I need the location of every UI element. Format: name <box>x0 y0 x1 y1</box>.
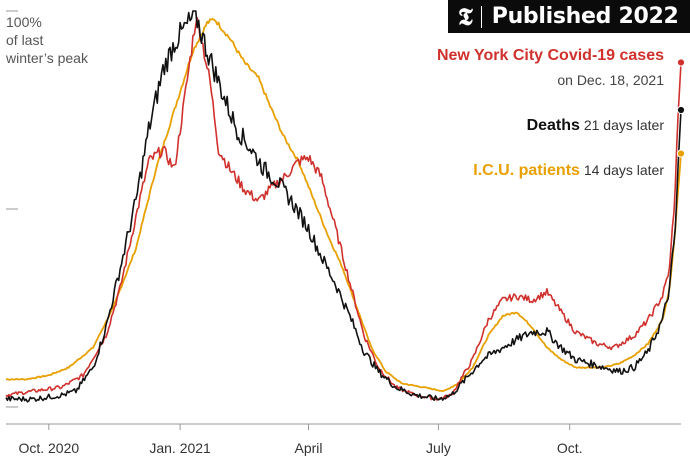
icu-annotation: I.C.U. patients 14 days later <box>473 162 664 180</box>
icu-lag: 14 days later <box>583 162 664 178</box>
cases-title: New York City Covid-19 cases <box>436 47 664 64</box>
x-tick-label: April <box>295 440 323 456</box>
new-york-city-covid-19-cases-endpoint-dot <box>676 58 686 67</box>
icu-title: I.C.U. patients <box>473 162 580 179</box>
published-badge: 𝕿 Published 2022 <box>448 0 690 33</box>
axis-layer <box>6 10 681 430</box>
x-tick-label: Oct. <box>557 440 583 456</box>
i-c-u-patients-endpoint-dot <box>676 149 686 158</box>
x-tick-label: July <box>426 440 451 456</box>
new-york-city-covid-19-cases-line <box>5 17 682 401</box>
cases-annotation: New York City Covid-19 cases <box>437 47 664 65</box>
nyt-logo-icon: 𝕿 <box>458 1 473 31</box>
x-tick-label: Oct. 2020 <box>18 440 79 456</box>
y-axis-label: 100% of last winter’s peak <box>6 14 88 66</box>
deaths-lag: 21 days later <box>583 117 664 133</box>
badge-text: Published 2022 <box>491 4 679 29</box>
deaths-line <box>5 10 682 403</box>
x-tick-label: Jan. 2021 <box>149 440 211 456</box>
cases-date-annotation: on Dec. 18, 2021 <box>557 72 664 88</box>
deaths-title: Deaths <box>526 117 580 134</box>
deaths-endpoint-dot <box>676 105 686 115</box>
tick-label-layer: Oct. 2020 Jan. 2021 April July Oct. <box>18 440 582 456</box>
deaths-annotation: Deaths 21 days later <box>527 117 664 135</box>
endpoint-layer <box>676 58 686 158</box>
series-layer <box>5 10 682 403</box>
badge-divider <box>480 5 482 28</box>
